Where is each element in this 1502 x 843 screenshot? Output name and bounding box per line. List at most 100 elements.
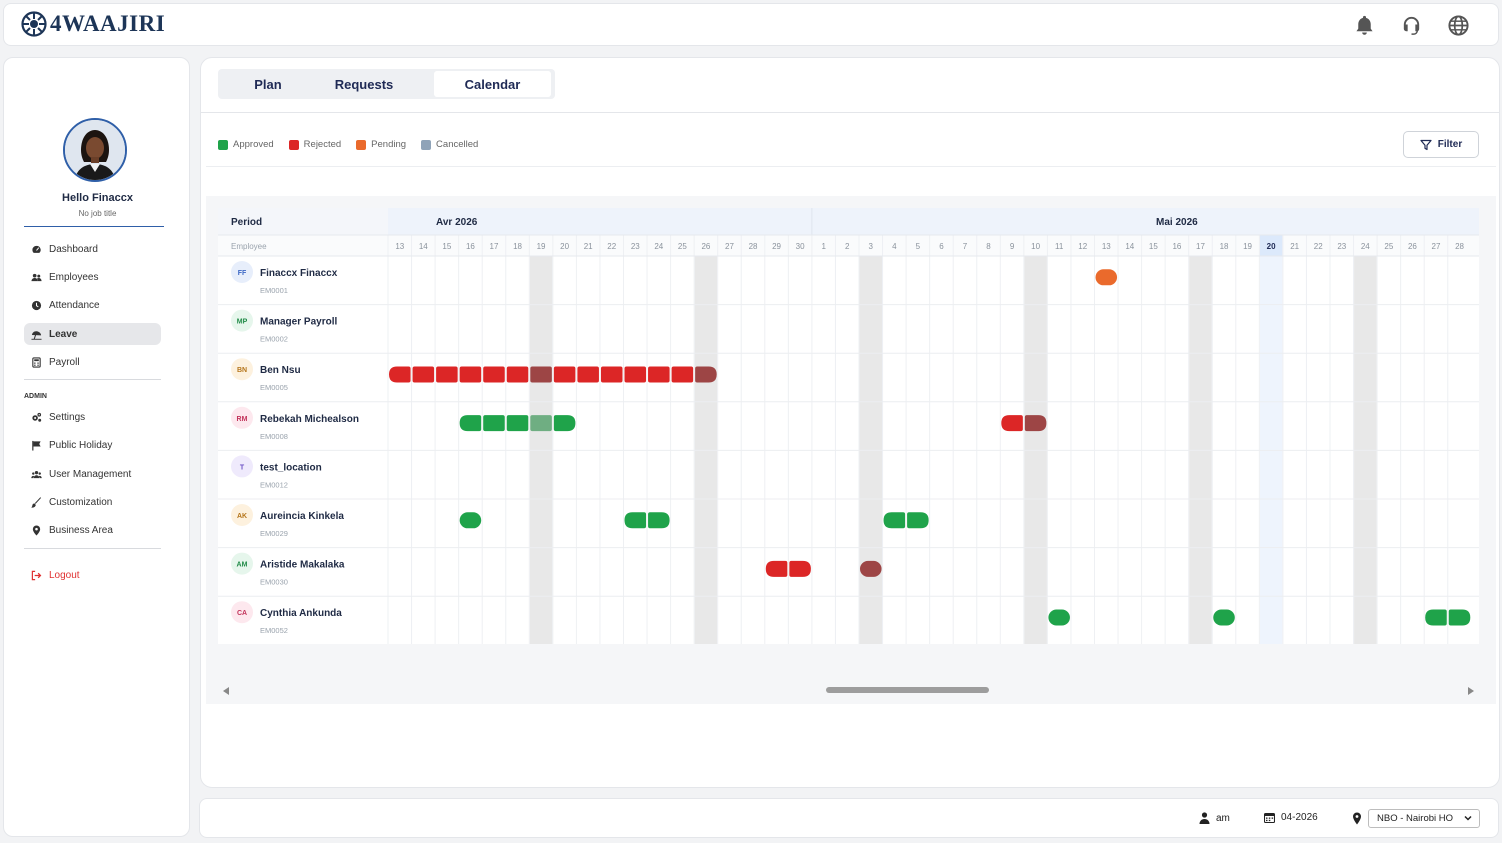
employee-avatar[interactable] (231, 552, 253, 575)
employee-avatar[interactable] (231, 261, 253, 283)
scroll-thumb[interactable] (826, 687, 989, 693)
scroll-right-arrow[interactable] (1468, 687, 1474, 695)
brand-name: 4WAAJIRI (50, 11, 166, 36)
filter-button[interactable]: Filter (1403, 131, 1479, 158)
tab-requests[interactable]: Requests (334, 76, 394, 92)
leave-mark-approved[interactable] (624, 512, 647, 529)
leave-mark-rejected[interactable] (624, 366, 647, 383)
leave-mark-approved[interactable] (1213, 609, 1235, 626)
bell-icon[interactable] (1353, 14, 1376, 37)
legend-rejected: Rejected (288, 139, 341, 150)
employee-avatar[interactable] (231, 406, 253, 429)
leave-mark-approved[interactable] (483, 415, 505, 432)
current-period[interactable]: 04-2026 (1264, 812, 1318, 823)
employee-avatar[interactable] (231, 455, 253, 478)
day-tick-label: 19 (1243, 242, 1252, 251)
days-header-row (218, 235, 1479, 256)
tab-plan[interactable]: Plan (254, 76, 282, 92)
nav-leave[interactable]: Leave (24, 323, 161, 345)
leave-mark-rejected[interactable] (412, 366, 435, 383)
leave-mark-approved[interactable] (1448, 609, 1471, 626)
employee-avatar[interactable] (231, 358, 253, 381)
leave-mark-rejected[interactable] (530, 366, 552, 383)
legend-pending: Pending (356, 139, 406, 150)
leave-mark-approved[interactable] (530, 415, 552, 432)
nav-attendance[interactable]: Attendance (24, 294, 161, 316)
sidebar: Hello Finaccx No job title Dashboard Emp… (3, 57, 190, 837)
leave-mark-approved[interactable] (553, 415, 576, 432)
horizontal-scrollbar[interactable] (218, 684, 1479, 696)
scroll-left-arrow[interactable] (223, 687, 229, 695)
day-tick-label: 4 (892, 242, 897, 251)
logout-label: Logout (49, 569, 80, 581)
nav-settings[interactable]: Settings (24, 406, 161, 428)
employee-initials: AM (237, 562, 248, 569)
globe-icon[interactable] (1447, 14, 1470, 37)
leave-mark-rejected[interactable] (789, 560, 811, 577)
avatar[interactable] (63, 118, 127, 182)
nav-public-holiday[interactable]: Public Holiday (24, 434, 161, 456)
leave-mark-rejected[interactable] (506, 366, 529, 383)
employee-initials: RM (237, 416, 248, 423)
employee-initials: T (240, 464, 245, 471)
leave-mark-approved[interactable] (1048, 609, 1070, 626)
employee-initials: AK (237, 513, 247, 520)
day-tick-label: 2 (845, 242, 850, 251)
employee-name: Aristide Makalaka (260, 560, 345, 571)
day-tick-label: 11 (1055, 242, 1064, 251)
day-tick-label: 25 (678, 242, 687, 251)
employee-avatar[interactable] (231, 309, 253, 332)
leave-mark-rejected[interactable] (860, 560, 882, 577)
brand-logo[interactable]: 4WAAJIRI (21, 11, 165, 37)
nav-user-management[interactable]: User Management (24, 463, 161, 485)
logout-button[interactable]: Logout (24, 564, 161, 586)
legend-divider (206, 166, 1496, 167)
headset-icon[interactable] (1400, 14, 1423, 37)
nav-business-area[interactable]: Business Area (24, 519, 161, 541)
leave-mark-rejected[interactable] (648, 366, 670, 383)
leave-mark-rejected[interactable] (600, 366, 623, 383)
leave-mark-approved[interactable] (506, 415, 529, 432)
day-tick-label: 9 (1010, 242, 1015, 251)
nav-label: Public Holiday (49, 439, 113, 451)
leave-mark-rejected[interactable] (695, 366, 717, 383)
leave-mark-approved[interactable] (648, 512, 670, 529)
nav-dashboard[interactable]: Dashboard (24, 238, 161, 260)
leave-mark-pending[interactable] (1095, 269, 1118, 286)
day-tick-label: 13 (1102, 242, 1111, 251)
leave-mark-rejected[interactable] (483, 366, 505, 383)
leave-mark-rejected[interactable] (553, 366, 576, 383)
clock-icon (31, 300, 42, 310)
flag-icon (32, 440, 41, 451)
leave-mark-rejected[interactable] (459, 366, 482, 383)
leave-mark-rejected[interactable] (1024, 415, 1047, 432)
bottom-status-bar: am 04-2026 NBO - Nairobi HO (199, 798, 1499, 838)
business-area-select[interactable]: NBO - Nairobi HO (1368, 809, 1480, 828)
current-user[interactable]: am (1199, 812, 1230, 824)
employee-code: EM0001 (260, 286, 288, 295)
leave-mark-rejected[interactable] (1001, 415, 1023, 432)
leave-mark-approved[interactable] (907, 512, 929, 529)
legend-cancelled: Cancelled (421, 139, 478, 150)
leave-mark-rejected[interactable] (389, 366, 411, 383)
leave-mark-rejected[interactable] (436, 366, 458, 383)
nav-employees[interactable]: Employees (24, 266, 161, 288)
employee-avatar[interactable] (231, 504, 253, 526)
day-tick-label: 10 (1031, 242, 1040, 251)
nav-payroll[interactable]: Payroll (24, 351, 161, 373)
leave-mark-approved[interactable] (1425, 609, 1447, 626)
tab-calendar[interactable]: Calendar (434, 71, 551, 97)
day-tick-label: 17 (490, 242, 499, 251)
leave-mark-approved[interactable] (459, 415, 482, 432)
employee-avatar[interactable] (231, 601, 253, 624)
leave-mark-approved[interactable] (459, 512, 482, 529)
nav-customization[interactable]: Customization (24, 491, 161, 513)
leave-mark-rejected[interactable] (765, 560, 788, 577)
calculator-icon (32, 356, 41, 368)
leave-mark-approved[interactable] (883, 512, 906, 529)
day-tick-label: 29 (772, 242, 781, 251)
leave-mark-rejected[interactable] (577, 366, 599, 383)
leave-mark-rejected[interactable] (671, 366, 694, 383)
day-tick-label: 14 (1125, 242, 1134, 251)
employee-code: EM0029 (260, 529, 288, 538)
